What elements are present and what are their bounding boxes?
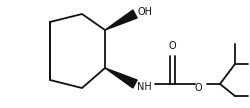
Text: OH: OH — [138, 7, 153, 17]
Text: O: O — [168, 41, 176, 51]
Polygon shape — [105, 10, 137, 30]
Polygon shape — [105, 68, 137, 88]
Text: NH: NH — [137, 82, 152, 92]
Text: O: O — [194, 83, 202, 93]
